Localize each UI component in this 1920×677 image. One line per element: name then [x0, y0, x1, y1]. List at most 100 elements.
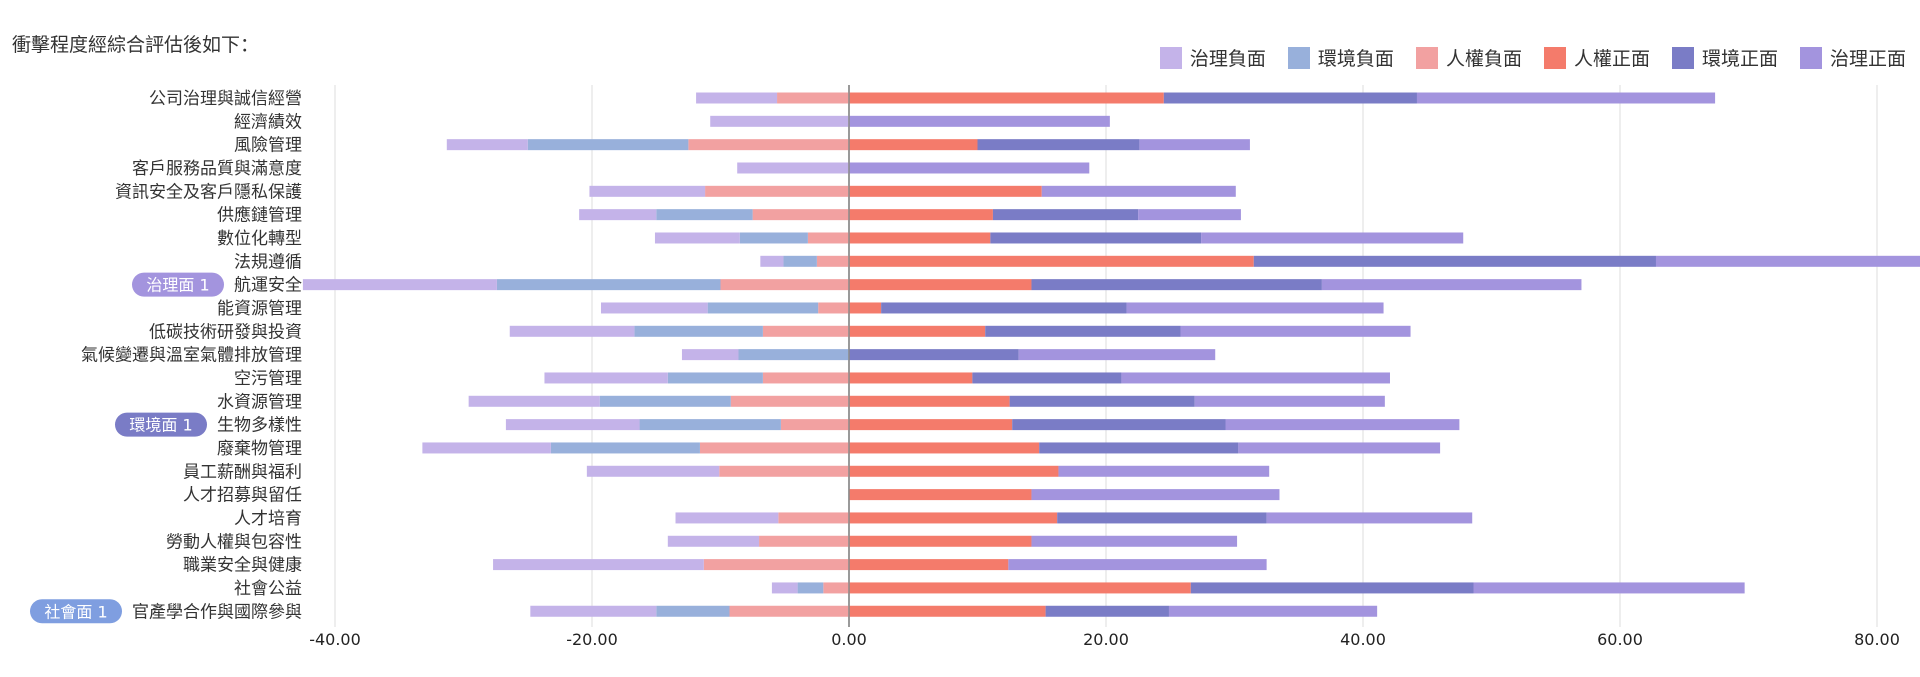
bar-segment [1057, 512, 1267, 524]
category-label: 空污管理 [234, 369, 302, 389]
bar-segment [446, 139, 528, 151]
bar-segment [505, 419, 640, 431]
legend-label: 環境負面 [1317, 48, 1394, 70]
category-label: 資訊安全及客戶隱私保護 [115, 182, 302, 202]
legend-label: 環境正面 [1701, 48, 1778, 70]
bar-segment [1058, 465, 1270, 477]
bar-segment [496, 279, 721, 291]
bar-segment [992, 209, 1139, 221]
bar-segment [752, 209, 849, 221]
bar-segment [422, 442, 551, 454]
legend-item[interactable]: 人權正面 [1543, 44, 1650, 71]
bar-segment [777, 92, 849, 104]
bar-segment [719, 465, 849, 477]
bar-segment [816, 255, 849, 267]
bar-segment [849, 559, 1009, 571]
bar-segment [760, 255, 784, 267]
x-tick-label: 20.00 [1083, 630, 1129, 649]
bar-segment [1126, 302, 1384, 314]
legend-item[interactable]: 環境正面 [1671, 44, 1778, 71]
category-label: 能資源管理 [217, 299, 302, 319]
x-tick-label: -40.00 [309, 630, 361, 649]
bar-segment [1031, 279, 1322, 291]
category-label: 人才培育 [234, 509, 302, 529]
bar-segment [849, 185, 1042, 197]
bar-segment [634, 325, 763, 337]
bar-segment [696, 92, 778, 104]
bar-segment [579, 209, 657, 221]
legend-swatch [1159, 46, 1182, 69]
bar-segment [985, 325, 1181, 337]
bar-segment [1655, 255, 1920, 267]
bar-segment [990, 232, 1202, 244]
bar-segment [600, 302, 708, 314]
bar-segment [586, 465, 720, 477]
legend-item[interactable]: 治理負面 [1159, 44, 1266, 71]
bar-segment [771, 582, 798, 594]
bar-segment [656, 209, 753, 221]
bar-segment [881, 302, 1127, 314]
bar-segment [1194, 395, 1385, 407]
category-badge [30, 599, 122, 624]
legend-label: 治理正面 [1829, 48, 1906, 70]
category-label: 廢棄物管理 [217, 439, 302, 459]
bar-segment [849, 115, 1110, 127]
legend-item[interactable]: 人權負面 [1415, 44, 1522, 71]
bar-segment [783, 255, 817, 267]
bar-segment [818, 302, 849, 314]
bar-segment [302, 279, 497, 291]
bar-segment [849, 209, 993, 221]
x-tick-label: 40.00 [1340, 630, 1386, 649]
bar-segment [1168, 605, 1378, 617]
bar-segment [550, 442, 700, 454]
chart-heading: 衝擊程度經綜合評估後如下： [12, 34, 260, 56]
bar-segment [972, 372, 1122, 384]
bar-segment [849, 279, 1032, 291]
bar-segment [720, 279, 849, 291]
bar-segment [639, 419, 781, 431]
bar-segment [849, 372, 973, 384]
x-tick-label: 0.00 [831, 630, 867, 649]
bar-segment [849, 605, 1046, 617]
bar-segment [759, 535, 849, 547]
bar-segment [849, 255, 1254, 267]
bar-segment [1041, 185, 1236, 197]
bar-segment [654, 232, 740, 244]
bar-segment [1201, 232, 1464, 244]
bar-segment [703, 559, 849, 571]
legend-item[interactable]: 治理正面 [1799, 44, 1906, 71]
bar-segment [1031, 489, 1280, 501]
bar-segment [1018, 349, 1216, 361]
bar-segment [762, 372, 849, 384]
legend-item[interactable]: 環境負面 [1287, 44, 1394, 71]
legend-swatch [1415, 46, 1438, 69]
bar-segment [667, 535, 760, 547]
bar-segment [1045, 605, 1169, 617]
category-label: 航運安全 [234, 276, 302, 296]
bar-segment [667, 372, 763, 384]
category-label: 氣候變遷與溫室氣體排放管理 [81, 346, 302, 366]
bar-segment [737, 162, 849, 174]
bar-segment [1321, 279, 1582, 291]
legend-label: 人權負面 [1445, 48, 1522, 70]
category-label: 員工薪酬與福利 [183, 462, 302, 482]
bar-segment [1009, 395, 1195, 407]
bar-segment [849, 325, 986, 337]
bar-segment [849, 535, 1032, 547]
legend-label: 人權正面 [1573, 48, 1650, 70]
category-label: 經濟績效 [234, 112, 302, 132]
bar-segment [681, 349, 739, 361]
bar-segment [849, 442, 1040, 454]
bar-segment [739, 232, 808, 244]
bar-segment [797, 582, 824, 594]
bar-segment [1416, 92, 1716, 104]
bar-segment [1253, 255, 1656, 267]
bar-segment [1039, 442, 1239, 454]
bar-segment [1121, 372, 1390, 384]
category-badge-label: 治理面 1 [146, 276, 209, 295]
bar-segment [599, 395, 731, 407]
bar-segment [1008, 559, 1267, 571]
bar-segment [1139, 139, 1250, 151]
bar-segment [675, 512, 779, 524]
category-label: 公司治理與誠信經營 [149, 89, 302, 109]
